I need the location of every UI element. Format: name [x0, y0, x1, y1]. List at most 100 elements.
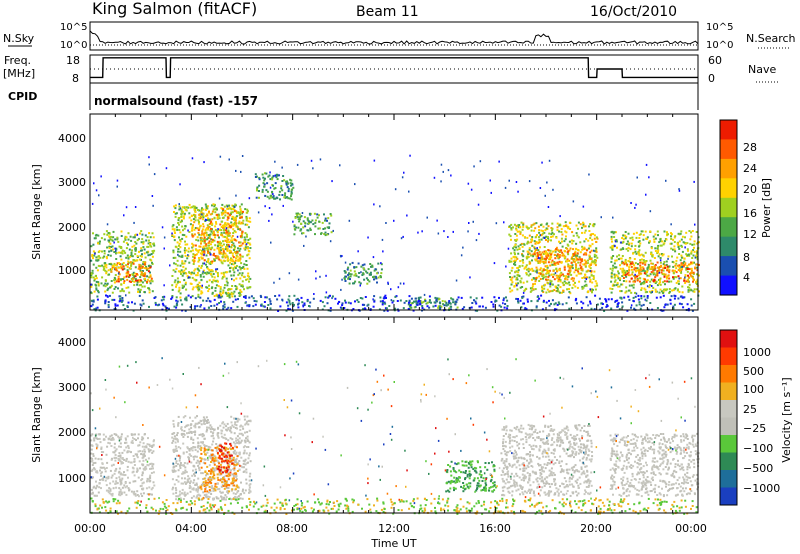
- data-cell: [527, 227, 530, 230]
- data-cell: [172, 470, 175, 473]
- data-cell: [540, 229, 543, 232]
- data-cell: [565, 302, 568, 305]
- data-cell: [94, 234, 97, 237]
- data-cell: [200, 253, 203, 256]
- data-cell: [659, 238, 662, 241]
- data-cell: [525, 308, 528, 311]
- data-cell: [445, 302, 448, 305]
- data-cell: [583, 231, 586, 234]
- data-cell: [192, 253, 195, 256]
- data-cell: [447, 303, 450, 306]
- data-cell: [610, 291, 613, 294]
- data-cell: [133, 490, 136, 493]
- data-cell: [570, 256, 573, 259]
- data-cell: [139, 288, 142, 291]
- data-cell: [229, 259, 232, 261]
- data-cell: [120, 462, 123, 465]
- data-cell: [349, 302, 352, 305]
- data-cell: [102, 268, 105, 271]
- data-cell: [228, 241, 231, 244]
- data-cell: [695, 231, 698, 233]
- data-cell: [304, 225, 307, 228]
- data-cell: [140, 438, 143, 441]
- data-cell: [547, 225, 550, 228]
- data-cell: [644, 278, 646, 281]
- data-cell: [265, 296, 268, 299]
- power-colorbar: 28 24 20 16 12 8 4 Power [dB]: [719, 119, 773, 296]
- data-cell: [567, 263, 570, 266]
- data-cell: [630, 306, 632, 309]
- data-cell: [229, 226, 232, 229]
- data-cell: [118, 245, 121, 248]
- data-cell: [543, 237, 546, 239]
- data-cell: [635, 304, 638, 307]
- data-cell: [92, 486, 95, 489]
- data-cell: [476, 309, 479, 312]
- data-cell: [344, 299, 346, 302]
- data-cell: [384, 294, 387, 297]
- data-cell: [234, 219, 237, 222]
- data-cell: [283, 179, 286, 182]
- data-cell: [650, 251, 653, 254]
- data-cell: [243, 263, 246, 266]
- data-cell: [121, 263, 124, 266]
- data-cell: [139, 441, 142, 444]
- data-cell: [200, 208, 203, 211]
- data-cell: [684, 262, 687, 265]
- data-cell: [238, 432, 241, 435]
- data-cell: [221, 277, 224, 280]
- data-cell: [536, 247, 538, 250]
- data-cell: [611, 284, 614, 287]
- data-cell: [220, 226, 223, 228]
- data-cell: [221, 422, 224, 425]
- data-cell: [565, 260, 568, 263]
- data-cell: [565, 282, 567, 285]
- data-cell: [163, 247, 165, 250]
- data-cell: [202, 270, 204, 273]
- data-cell: [126, 469, 129, 472]
- data-cell: [280, 185, 283, 188]
- data-cell: [239, 213, 242, 215]
- data-cell: [215, 284, 218, 287]
- data-cell: [657, 251, 659, 254]
- data-cell: [203, 250, 206, 253]
- data-cell: [176, 463, 179, 466]
- data-cell: [233, 230, 236, 232]
- data-cell: [305, 235, 307, 238]
- data-cell: [642, 267, 645, 270]
- data-cell: [630, 304, 633, 307]
- data-cell: [557, 254, 560, 257]
- data-cell: [230, 239, 233, 242]
- data-cell: [136, 239, 139, 242]
- data-cell: [210, 227, 212, 230]
- data-cell: [269, 186, 272, 189]
- data-cell: [557, 274, 560, 277]
- data-cell: [625, 248, 628, 251]
- data-cell: [182, 482, 185, 485]
- data-cell: [368, 273, 371, 276]
- data-cell: [103, 250, 106, 252]
- data-cell: [197, 293, 200, 296]
- power-ytick-4000: 4000: [58, 132, 86, 145]
- data-cell: [132, 433, 135, 436]
- data-cell: [90, 273, 93, 275]
- data-cell: [354, 300, 356, 303]
- data-cell: [164, 305, 167, 308]
- data-cell: [297, 302, 300, 305]
- data-cell: [636, 269, 639, 272]
- data-cell: [196, 437, 199, 440]
- data-cell: [232, 222, 235, 225]
- data-cell: [419, 296, 422, 299]
- data-cell: [314, 219, 317, 222]
- data-cell: [215, 268, 217, 271]
- data-cell: [332, 229, 334, 232]
- data-cell: [256, 186, 259, 189]
- data-cell: [192, 244, 195, 247]
- data-cell: [119, 460, 122, 463]
- data-cell: [92, 263, 95, 266]
- data-cell: [233, 219, 236, 222]
- data-cell: [244, 458, 247, 461]
- data-cell: [206, 214, 209, 217]
- data-cell: [555, 248, 558, 251]
- data-cell: [553, 303, 556, 306]
